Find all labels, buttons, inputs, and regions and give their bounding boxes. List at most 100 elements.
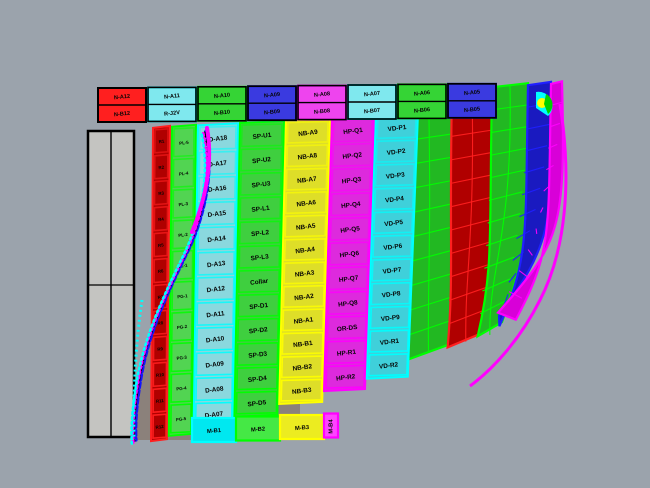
cell-face[interactable]	[152, 361, 168, 388]
cell-face[interactable]	[370, 281, 411, 306]
column-cyan-right[interactable]: VD-P1VD-P2VD-P3VD-P4VD-P5VD-P6VD-P7VD-P8…	[365, 112, 420, 380]
bottom-cell-face[interactable]	[190, 416, 238, 444]
label-cell[interactable]: D-A10	[195, 326, 234, 352]
cell-face[interactable]	[285, 167, 328, 191]
label-cell[interactable]: HP-Q7	[328, 266, 369, 291]
label-cell[interactable]: OR-DS	[326, 315, 368, 340]
cell-face[interactable]	[171, 280, 194, 311]
cell-face[interactable]	[239, 171, 282, 196]
label-cell[interactable]: SP-D1	[237, 293, 280, 318]
label-columns-group[interactable]: R1R2R3R4R5R6R7R8R9R10R11R12PL-5PL-4PL-3P…	[149, 112, 420, 443]
cell-face[interactable]	[195, 326, 234, 352]
cell-face[interactable]	[375, 139, 416, 163]
column-yellow[interactable]: NB-A9NB-A8NB-A7NB-A6NB-A5NB-A4NB-A3NB-A2…	[278, 117, 332, 405]
cell-face[interactable]	[237, 293, 280, 318]
bottom-cell[interactable]: M-B1	[190, 416, 238, 444]
cell-face[interactable]	[325, 339, 367, 365]
cell-face[interactable]	[240, 147, 283, 172]
cyan-dotted-spline-tail[interactable]	[132, 299, 144, 441]
bottom-row-group[interactable]: M-B1 M-B2 M-B3 M-B4	[190, 412, 340, 444]
label-cell[interactable]: D-A11	[196, 301, 235, 326]
cell-face[interactable]	[332, 118, 373, 143]
label-cell[interactable]: SP-U1	[240, 123, 283, 148]
label-cell[interactable]: PG-1	[171, 280, 194, 311]
cell-face[interactable]	[284, 191, 328, 215]
label-cell[interactable]: R12	[152, 413, 167, 440]
cell-face[interactable]	[236, 366, 279, 391]
cell-face[interactable]	[371, 258, 412, 282]
column-magenta[interactable]: HP-Q1HP-Q2HP-Q3HP-Q4HP-Q5HP-Q6HP-Q7HP-Q8…	[322, 114, 376, 393]
label-cell[interactable]: VD-P7	[371, 258, 412, 282]
column-cyan-left[interactable]: D-A18D-A17D-A16D-A15D-A14D-A13D-A12D-A11…	[192, 122, 240, 430]
cell-face[interactable]	[196, 301, 235, 326]
bottom-cell[interactable]: M-B4	[322, 412, 340, 439]
label-cell[interactable]: D-A09	[195, 351, 234, 377]
label-cell[interactable]: SP-U3	[239, 171, 282, 196]
cell-face[interactable]	[239, 196, 282, 221]
label-cell[interactable]: SP-L1	[239, 196, 282, 221]
cell-face[interactable]	[236, 342, 279, 366]
cell-face[interactable]	[152, 413, 167, 440]
cell-face[interactable]	[238, 244, 281, 269]
cell-face[interactable]	[327, 290, 368, 315]
cell-face[interactable]	[152, 335, 168, 362]
label-cell[interactable]: NB-A1	[282, 308, 325, 332]
label-cell[interactable]: SP-L2	[238, 220, 281, 245]
cell-face[interactable]	[153, 231, 169, 258]
cell-face[interactable]	[374, 163, 416, 187]
mesh-band-surface[interactable]	[496, 79, 565, 322]
cell-face[interactable]	[286, 144, 329, 168]
cell-face[interactable]	[169, 403, 192, 434]
cell-face[interactable]	[195, 376, 234, 402]
column-green-mid[interactable]: SP-U1SP-U2SP-U3SP-L1SP-L2SP-L3CollarSP-D…	[233, 120, 286, 418]
label-cell[interactable]: SP-U2	[240, 147, 283, 172]
cell-face[interactable]	[197, 225, 236, 251]
label-cell[interactable]: R2	[153, 153, 169, 180]
label-cell[interactable]: PG-3	[170, 341, 193, 373]
label-cell[interactable]: NB-B2	[280, 355, 324, 379]
cell-face[interactable]	[280, 378, 323, 402]
cell-face[interactable]	[286, 120, 329, 144]
cell-face[interactable]	[282, 308, 325, 332]
label-cell[interactable]: NB-A8	[286, 144, 329, 168]
cell-face[interactable]	[170, 372, 193, 403]
cell-face[interactable]	[372, 210, 414, 235]
label-cell[interactable]: HP-Q8	[327, 290, 368, 315]
label-cell[interactable]: HP-Q5	[329, 216, 370, 242]
label-cell[interactable]: HP-Q2	[331, 142, 373, 168]
cell-face[interactable]	[330, 167, 372, 192]
cell-face[interactable]	[153, 257, 168, 284]
cell-face[interactable]	[154, 127, 169, 154]
cell-face[interactable]	[170, 311, 193, 342]
cell-face[interactable]	[172, 126, 195, 158]
cell-face[interactable]	[196, 251, 235, 276]
cell-face[interactable]	[283, 237, 326, 262]
curved-mesh-surface[interactable]	[402, 79, 568, 388]
label-cell[interactable]: NB-B1	[281, 331, 324, 355]
cell-face[interactable]	[170, 341, 193, 373]
label-cell[interactable]: R6	[153, 257, 168, 284]
bottom-cell[interactable]: M-B2	[234, 415, 282, 442]
label-cell[interactable]: HP-R1	[325, 339, 367, 365]
cell-face[interactable]	[367, 353, 409, 377]
label-cell[interactable]: VD-P4	[373, 186, 415, 211]
cell-face[interactable]	[282, 284, 325, 308]
label-cell[interactable]: R1	[154, 127, 169, 154]
label-cell[interactable]: HP-Q3	[330, 167, 372, 192]
cell-face[interactable]	[329, 216, 370, 242]
label-cell[interactable]: D-A08	[195, 376, 234, 402]
label-cell[interactable]: SP-L3	[238, 244, 281, 269]
label-cell[interactable]: NB-A3	[283, 261, 326, 285]
label-cell[interactable]: SP-D2	[236, 317, 280, 342]
label-cell[interactable]: PL-4	[172, 157, 195, 189]
label-cell[interactable]: SP-D4	[236, 366, 279, 391]
cell-face[interactable]	[281, 331, 324, 355]
label-cell[interactable]: PG-5	[169, 403, 192, 434]
